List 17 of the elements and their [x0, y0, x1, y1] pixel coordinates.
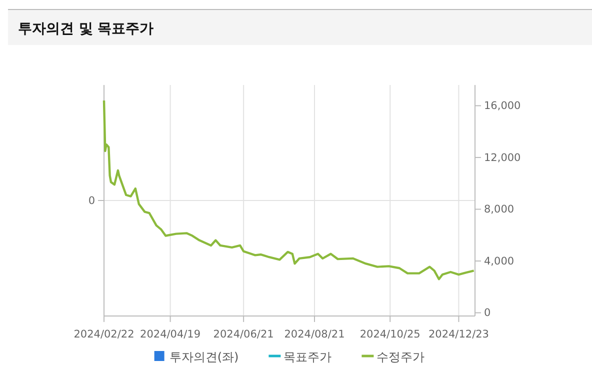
x-tick-label: 2024/08/21: [284, 328, 345, 341]
x-tick-label: 2024/02/22: [74, 328, 134, 341]
y2-tick-label: 8,000: [484, 204, 514, 216]
y2-tick-label: 4,000: [484, 255, 514, 268]
legend-label: 수정주가: [376, 350, 425, 364]
text: 0: [88, 194, 95, 207]
y2-tick-label: 12,000: [484, 152, 521, 164]
chart-title: 투자의견 및 목표주가: [18, 21, 154, 37]
x-tick-label: 2024/12/23: [428, 328, 489, 341]
legend-label: 투자의견(좌): [169, 350, 239, 364]
y2-tick-label: 16,000: [484, 100, 521, 112]
y2-tick-label: 0: [484, 307, 491, 320]
legend-label: 목표주가: [284, 350, 332, 364]
x-tick-label: 2024/10/25: [360, 328, 420, 341]
line-series: [102, 99, 475, 280]
x-tick-label: 2024/04/19: [140, 328, 201, 341]
x-tick-label: 2024/06/21: [213, 328, 274, 341]
